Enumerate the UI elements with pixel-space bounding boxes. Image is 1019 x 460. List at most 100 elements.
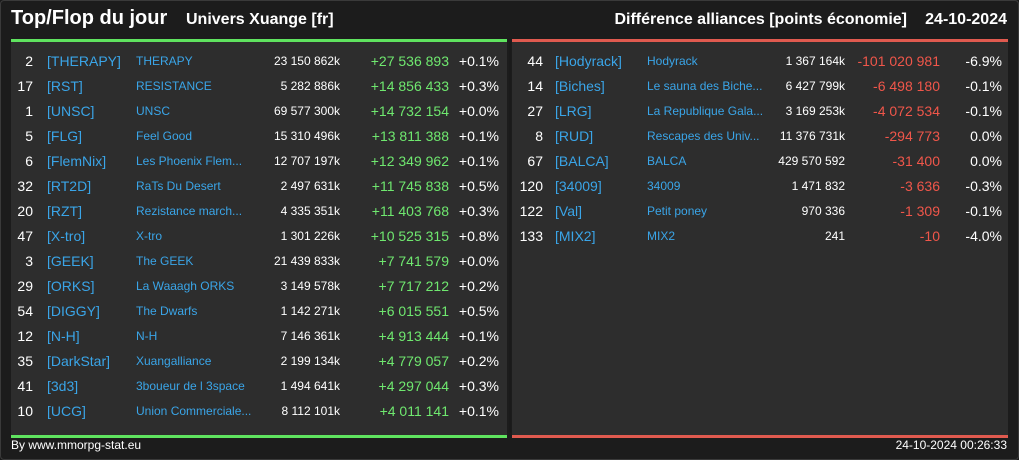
alliance-name-link[interactable]: N-H (136, 329, 158, 343)
subtitle: Différence alliances [points économie] (614, 11, 907, 28)
alliance-name-link[interactable]: Le sauna des Biche... (647, 79, 763, 93)
percent-cell: +0.1% (458, 153, 499, 169)
alliance-name-link[interactable]: Union Commerciale... (136, 404, 252, 418)
alliance-tag-link[interactable]: [Biches] (555, 78, 605, 94)
table-row: 32 [RT2D] RaTs Du Desert 2 497 631k +11 745 … (11, 174, 507, 199)
alliance-tag-link[interactable]: [RZT] (47, 203, 82, 219)
diff-cell: +4 297 044 (378, 378, 449, 394)
alliance-name-link[interactable]: RESISTANCE (136, 79, 212, 93)
alliance-tag-link[interactable]: [RUD] (555, 128, 594, 144)
alliance-tag-link[interactable]: [34009] (555, 178, 602, 194)
alliance-name-link[interactable]: BALCA (647, 154, 687, 168)
points-cell: 12 707 197k (273, 154, 340, 168)
rank-cell: 12 (17, 328, 33, 344)
diff-cell: +10 525 315 (370, 228, 449, 244)
points-cell: 970 336 (801, 204, 845, 218)
diff-cell: +27 536 893 (370, 53, 449, 69)
table-row: 6 [FlemNix] Les Phoenix Flem... 12 707 197k… (11, 149, 507, 174)
percent-cell: 0.0% (970, 128, 1002, 144)
alliance-name-link[interactable]: X-tro (136, 229, 163, 243)
alliance-name-link[interactable]: Rescapes des Univ... (647, 129, 760, 143)
rank-cell: 10 (17, 403, 33, 419)
alliance-tag-link[interactable]: [THERAPY] (47, 53, 121, 69)
points-cell: 7 146 361k (280, 329, 340, 343)
alliance-tag-link[interactable]: [UNSC] (47, 103, 95, 119)
percent-cell: +0.0% (458, 253, 499, 269)
alliance-name-link[interactable]: MIX2 (647, 229, 676, 243)
points-cell: 11 376 731k (779, 129, 845, 143)
alliance-tag-link[interactable]: [FlemNix] (47, 153, 107, 169)
alliance-name-link[interactable]: La Republique Gala... (647, 104, 764, 118)
alliance-name-link[interactable]: Hodyrack (647, 54, 698, 68)
alliance-name-link[interactable]: Les Phoenix Flem... (136, 154, 243, 168)
points-cell: 6 427 799k (785, 79, 845, 93)
alliance-tag-link[interactable]: [GEEK] (47, 253, 94, 269)
percent-cell: -0.3% (965, 178, 1002, 194)
alliance-name-link[interactable]: Xuangalliance (136, 354, 212, 368)
diff-cell: -4 072 534 (873, 103, 940, 119)
alliance-name-link[interactable]: 3boueur de l 3space (136, 379, 245, 393)
alliance-name-link[interactable]: La Waaagh ORKS (136, 279, 235, 293)
percent-cell: +0.5% (458, 178, 499, 194)
alliance-name-link[interactable]: 34009 (647, 179, 681, 193)
rank-cell: 6 (25, 153, 33, 169)
alliance-tag-link[interactable]: [X-tro] (47, 228, 86, 244)
points-cell: 429 570 592 (778, 154, 845, 168)
alliance-tag-link[interactable]: [3d3] (47, 378, 79, 394)
diff-cell: -10 (919, 228, 940, 244)
diff-cell: +14 856 433 (370, 78, 449, 94)
alliance-tag-link[interactable]: [FLG] (47, 128, 83, 144)
points-cell: 69 577 300k (273, 104, 340, 118)
alliance-name-link[interactable]: The Dwarfs (136, 304, 198, 318)
rank-cell: 67 (527, 153, 543, 169)
alliance-tag-link[interactable]: [DarkStar] (47, 353, 111, 369)
alliance-tag-link[interactable]: [Val] (555, 203, 582, 219)
rank-cell: 44 (527, 53, 543, 69)
alliance-tag-link[interactable]: [BALCA] (555, 153, 609, 169)
rank-cell: 20 (17, 203, 33, 219)
rank-cell: 5 (25, 128, 33, 144)
diff-cell: +7 717 212 (378, 278, 449, 294)
header-date: 24-10-2024 (925, 11, 1007, 28)
percent-cell: +0.3% (458, 203, 499, 219)
alliance-tag-link[interactable]: [LRG] (555, 103, 592, 119)
alliance-name-link[interactable]: RaTs Du Desert (136, 179, 221, 193)
alliance-tag-link[interactable]: [MIX2] (555, 228, 596, 244)
points-cell: 21 439 833k (273, 254, 340, 268)
diff-cell: -1 309 (900, 203, 940, 219)
rank-cell: 122 (519, 203, 543, 219)
table-row: 133 [MIX2] MIX2 241 -10 -4.0% (512, 224, 1008, 249)
alliance-name-link[interactable]: Feel Good (136, 129, 193, 143)
alliance-name-link[interactable]: Petit poney (647, 204, 708, 218)
table-row: 44 [Hodyrack] Hodyrack 1 367 164k -101 020 9… (512, 49, 1008, 74)
rank-cell: 41 (17, 378, 33, 394)
alliance-tag-link[interactable]: [RT2D] (47, 178, 92, 194)
alliance-tag-link[interactable]: [RST] (47, 78, 83, 94)
percent-cell: -0.1% (965, 78, 1002, 94)
alliance-name-link[interactable]: UNSC (136, 104, 171, 118)
diff-cell: +7 741 579 (378, 253, 449, 269)
universe-label: Univers Xuange [fr] (186, 11, 334, 28)
rank-cell: 54 (17, 303, 33, 319)
alliance-tag-link[interactable]: [UCG] (47, 403, 86, 419)
percent-cell: +0.2% (458, 278, 499, 294)
table-row: 54 [DIGGY] The Dwarfs 1 142 271k +6 015 551 +… (11, 299, 507, 324)
points-cell: 1 494 641k (280, 379, 340, 393)
rank-cell: 47 (17, 228, 33, 244)
alliance-tag-link[interactable]: [N-H] (47, 328, 80, 344)
diff-cell: -3 636 (900, 178, 940, 194)
percent-cell: +0.3% (458, 378, 499, 394)
percent-cell: +0.5% (458, 303, 499, 319)
points-cell: 2 199 134k (280, 354, 340, 368)
alliance-tag-link[interactable]: [DIGGY] (47, 303, 100, 319)
percent-cell: +0.1% (458, 128, 499, 144)
alliance-tag-link[interactable]: [Hodyrack] (555, 53, 622, 69)
alliance-name-link[interactable]: THERAPY (136, 54, 193, 68)
alliance-name-link[interactable]: The GEEK (136, 254, 194, 268)
rank-cell: 1 (25, 103, 33, 119)
rank-cell: 14 (527, 78, 543, 94)
alliance-tag-link[interactable]: [ORKS] (47, 278, 95, 294)
points-cell: 1 471 832 (791, 179, 845, 193)
table-row: 3 [GEEK] The GEEK 21 439 833k +7 741 579 +0.0… (11, 249, 507, 274)
alliance-name-link[interactable]: Rezistance march... (136, 204, 243, 218)
